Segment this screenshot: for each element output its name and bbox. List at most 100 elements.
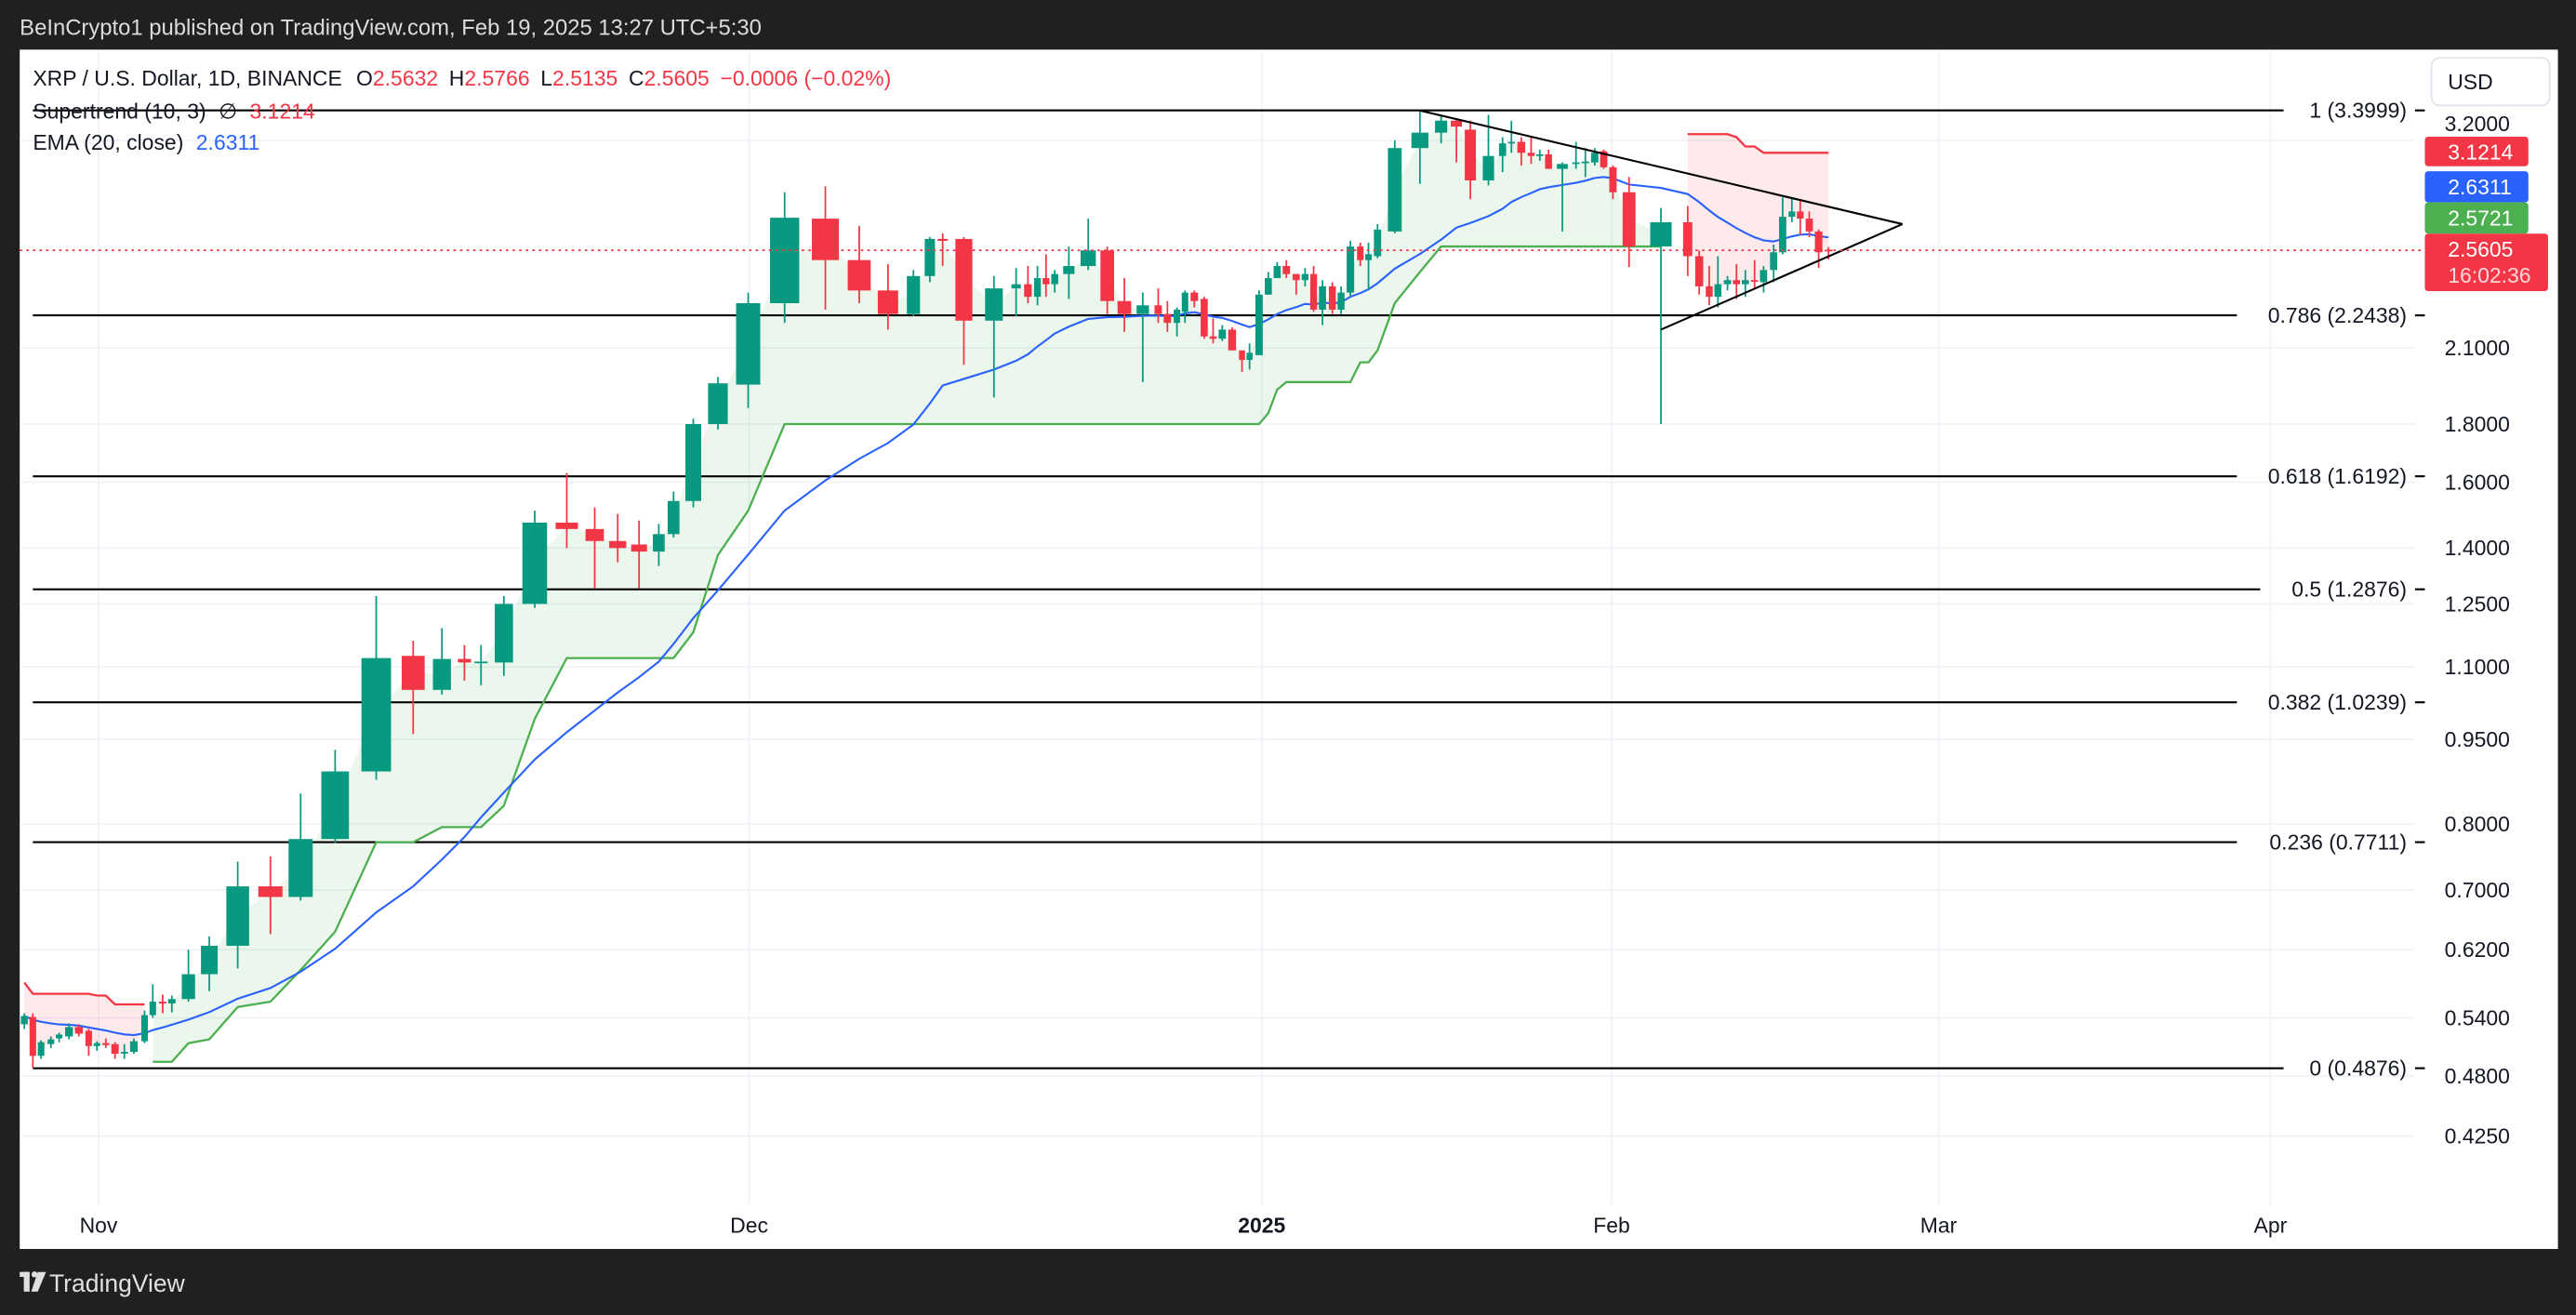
candle: [64, 1023, 73, 1040]
fib-level-label: 0.618 (1.6192): [2268, 464, 2407, 488]
candle: [555, 472, 578, 549]
supertrend-fill-down: [1687, 134, 1829, 292]
candle: [258, 856, 283, 935]
candle-body: [1706, 286, 1713, 298]
candle: [1770, 245, 1778, 283]
candle-body: [1337, 292, 1345, 310]
candle-body: [1273, 266, 1281, 279]
candle: [158, 994, 166, 1014]
candle-body: [1814, 231, 1823, 253]
candle-body: [140, 1015, 148, 1042]
candle: [1374, 223, 1382, 259]
price-badge-background: [2424, 233, 2548, 292]
candle: [985, 275, 1003, 398]
candle: [1319, 280, 1326, 325]
candle: [432, 628, 451, 695]
candle-body: [1201, 299, 1208, 337]
price-badge-supertrend: 3.1214: [2424, 136, 2529, 166]
symbol-title[interactable]: XRP / U.S. Dollar, 1D, BINANCE: [33, 66, 341, 90]
candle-body: [1100, 250, 1115, 301]
grid: [20, 49, 2415, 1205]
time-axis[interactable]: Nov Dec 2025 Feb Mar Apr: [80, 1213, 2288, 1237]
candle: [877, 263, 898, 330]
candle-body: [1042, 278, 1050, 285]
currency-label[interactable]: USD: [2448, 70, 2492, 94]
candle: [924, 236, 936, 283]
candle: [1011, 268, 1021, 317]
candle: [29, 1013, 36, 1069]
candle-body: [458, 658, 471, 663]
candle-body: [1805, 219, 1813, 232]
candle: [85, 1029, 92, 1056]
triangle-upper-line[interactable]: [1419, 109, 1903, 225]
candle-body: [1435, 120, 1448, 133]
time-label-dec: Dec: [730, 1213, 768, 1237]
candle: [93, 1041, 100, 1052]
candle-body: [321, 771, 350, 840]
candle-body: [1714, 284, 1722, 298]
candle-body: [1572, 162, 1580, 165]
candle-body: [1682, 222, 1693, 257]
legend-supertrend[interactable]: Supertrend (10, 3) ∅ 3.1214: [33, 100, 315, 124]
candle-body: [1301, 273, 1309, 281]
candle: [1435, 115, 1448, 144]
candle: [1759, 266, 1768, 293]
candle: [1282, 259, 1291, 279]
close-value: 2.5605: [644, 66, 710, 90]
candle-body: [1650, 222, 1672, 247]
hidden-slashed-circle-icon[interactable]: ∅: [219, 100, 237, 124]
candle: [167, 995, 176, 1013]
candle: [1557, 162, 1568, 232]
candle: [609, 513, 627, 563]
supertrend-line-down: [1687, 133, 1829, 154]
candle-body: [201, 945, 219, 975]
candle-body: [1527, 153, 1535, 156]
candle: [770, 192, 800, 324]
candle: [1190, 290, 1199, 308]
candle: [1218, 325, 1227, 341]
candle: [1174, 307, 1181, 337]
candle: [1388, 139, 1402, 233]
candle-body: [1590, 153, 1599, 163]
candle-body: [20, 1016, 28, 1025]
candle-body: [1759, 270, 1768, 283]
candle-body: [1482, 155, 1494, 181]
price-axis[interactable]: 3.2000 2.1000 1.8000 1.6000 1.4000 1.2500 1.10…: [2445, 112, 2510, 1149]
currency-button-frame[interactable]: [2430, 57, 2551, 107]
time-label-mar: Mar: [1920, 1213, 1958, 1237]
price-tick-label: 0.5400: [2445, 1005, 2510, 1029]
legend-ohlc: XRP / U.S. Dollar, 1D, BINANCE O2.5632 H…: [33, 66, 891, 90]
ema-value: 2.6311: [196, 130, 260, 154]
triangle-lower-line[interactable]: [1660, 222, 1904, 331]
low-label: L: [540, 66, 552, 90]
candle-body: [1293, 273, 1300, 281]
candle: [1080, 219, 1096, 271]
candle-body: [522, 522, 548, 604]
currency-button[interactable]: USD: [2430, 57, 2551, 107]
candle: [1536, 149, 1544, 161]
candle-body: [1507, 141, 1516, 144]
candle-body: [1779, 217, 1786, 253]
candle-body: [56, 1034, 63, 1039]
candle-body: [1451, 120, 1463, 127]
triangle-drawing[interactable]: [1419, 109, 1904, 331]
legend-ema[interactable]: EMA (20, close) 2.6311: [33, 130, 259, 154]
candle: [811, 186, 840, 310]
candle: [37, 1040, 45, 1059]
candle: [1337, 286, 1345, 314]
supertrend-label: Supertrend (10, 3): [33, 100, 206, 124]
candle-body: [1694, 256, 1704, 286]
candle-body: [1347, 246, 1355, 293]
candle-body: [1609, 166, 1617, 193]
candle-body: [631, 544, 647, 552]
candle: [1527, 137, 1535, 165]
candle: [474, 644, 488, 685]
candle: [955, 236, 973, 365]
candle-body: [85, 1030, 92, 1046]
candle: [1650, 207, 1672, 424]
candle: [585, 507, 604, 589]
fibonacci-retracement[interactable]: 1 (3.3999) 0.786 (2.2438) 0.618 (1.6192) 0.…: [33, 99, 2425, 1081]
change-value: −0.0006 (−0.02%): [720, 66, 891, 90]
